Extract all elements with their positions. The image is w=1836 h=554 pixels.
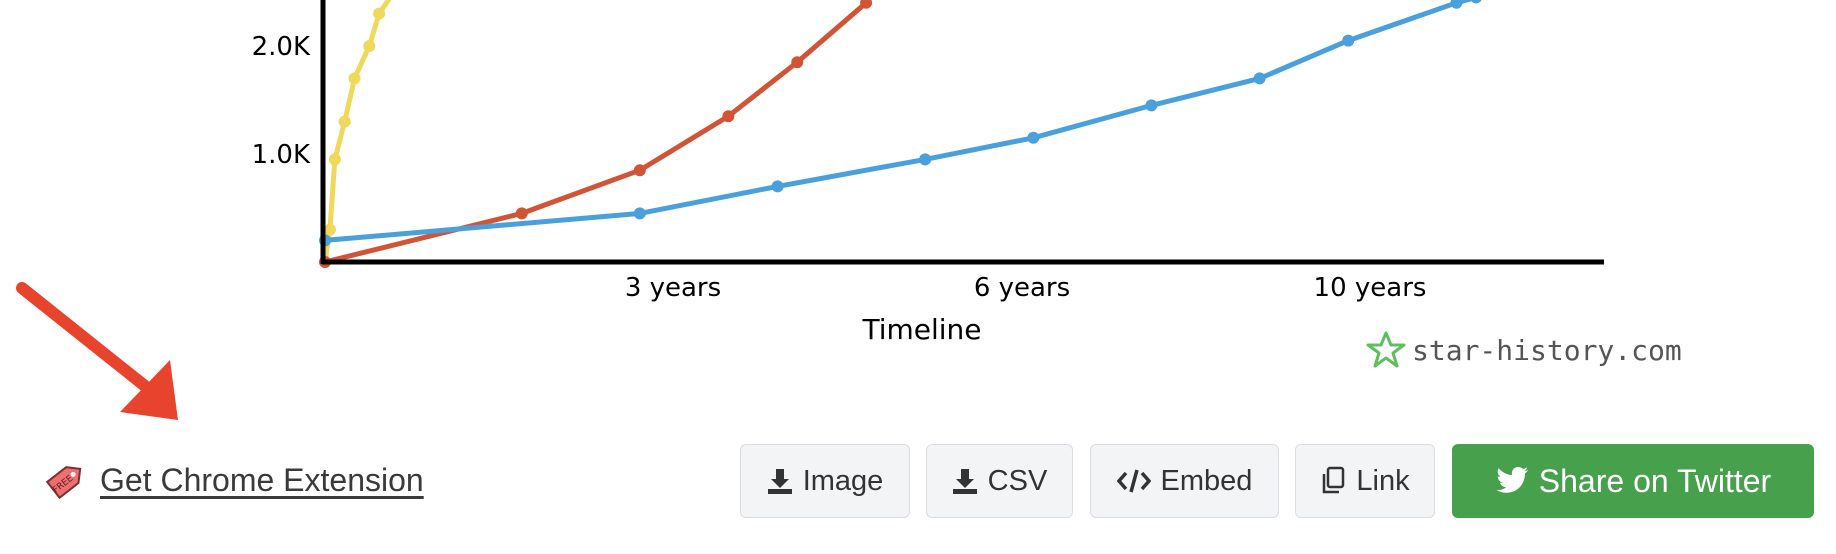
data-point (919, 153, 932, 166)
red-arrow-icon (16, 282, 178, 420)
data-point (515, 207, 528, 220)
data-point (1145, 99, 1158, 112)
y-tick-label: 2.0K (252, 32, 311, 62)
data-point (348, 72, 361, 85)
x-tick-label: 10 years (1314, 273, 1427, 303)
star-logo-icon (1366, 331, 1406, 368)
y-tick-label: 1.0K (252, 140, 311, 170)
download-csv-button[interactable]: CSV (926, 444, 1073, 518)
series-line (322, 0, 869, 265)
data-point (791, 56, 804, 69)
x-axis-label: Timeline (861, 313, 981, 346)
data-point (1027, 131, 1040, 144)
data-point (633, 164, 646, 177)
series-line (322, 0, 1477, 243)
share-on-twitter-button[interactable]: Share on Twitter (1452, 444, 1814, 518)
copy-icon (1323, 466, 1345, 494)
data-point (1342, 34, 1355, 47)
free-tag-icon: FREE (45, 466, 82, 500)
brand-text: star-history.com (1412, 333, 1682, 367)
series-line (322, 0, 392, 265)
x-tick-label: 6 years (974, 273, 1070, 303)
get-chrome-extension-link[interactable]: Get Chrome Extension (100, 461, 424, 498)
data-point (338, 115, 351, 128)
data-point (363, 40, 376, 52)
data-point (771, 180, 784, 193)
csv-button-label: CSV (987, 464, 1048, 497)
embed-button[interactable]: Embed (1090, 444, 1279, 518)
chrome-extension-promo[interactable]: FREE Get Chrome Extension (44, 458, 424, 502)
download-image-button[interactable]: Image (740, 444, 910, 518)
x-tick-label: 3 years (625, 273, 721, 303)
data-point (1450, 0, 1463, 9)
data-point (722, 110, 735, 123)
data-point (1253, 72, 1266, 85)
data-point (328, 153, 341, 166)
data-point (373, 7, 386, 20)
star-history-chart: 2.0K 1.0K 3 years 6 years 10 years Timel… (252, 0, 1604, 346)
data-point (860, 0, 873, 9)
code-icon (1116, 469, 1151, 493)
data-point (633, 207, 646, 220)
copy-link-button[interactable]: Link (1295, 444, 1435, 518)
embed-button-label: Embed (1160, 464, 1253, 497)
data-point (323, 223, 336, 236)
twitter-button-label: Share on Twitter (1538, 462, 1772, 499)
link-button-label: Link (1356, 464, 1410, 497)
image-button-label: Image (802, 464, 884, 497)
twitter-icon (1496, 467, 1528, 493)
download-icon (952, 469, 977, 494)
download-icon (767, 469, 792, 494)
star-history-brand[interactable]: star-history.com (1366, 330, 1682, 370)
data-point (1470, 0, 1482, 4)
